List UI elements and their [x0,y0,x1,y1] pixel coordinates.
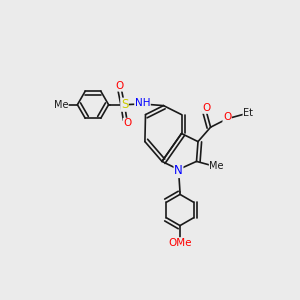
Text: O: O [116,81,124,91]
Text: Me: Me [209,161,224,171]
Text: NH: NH [135,98,150,108]
Text: O: O [223,112,231,122]
Text: O: O [202,103,210,113]
Text: N: N [174,164,183,178]
Text: OMe: OMe [168,238,192,248]
Text: Me: Me [54,100,68,110]
Text: O: O [123,118,132,128]
Text: S: S [121,98,128,111]
Text: Et: Et [243,108,253,118]
